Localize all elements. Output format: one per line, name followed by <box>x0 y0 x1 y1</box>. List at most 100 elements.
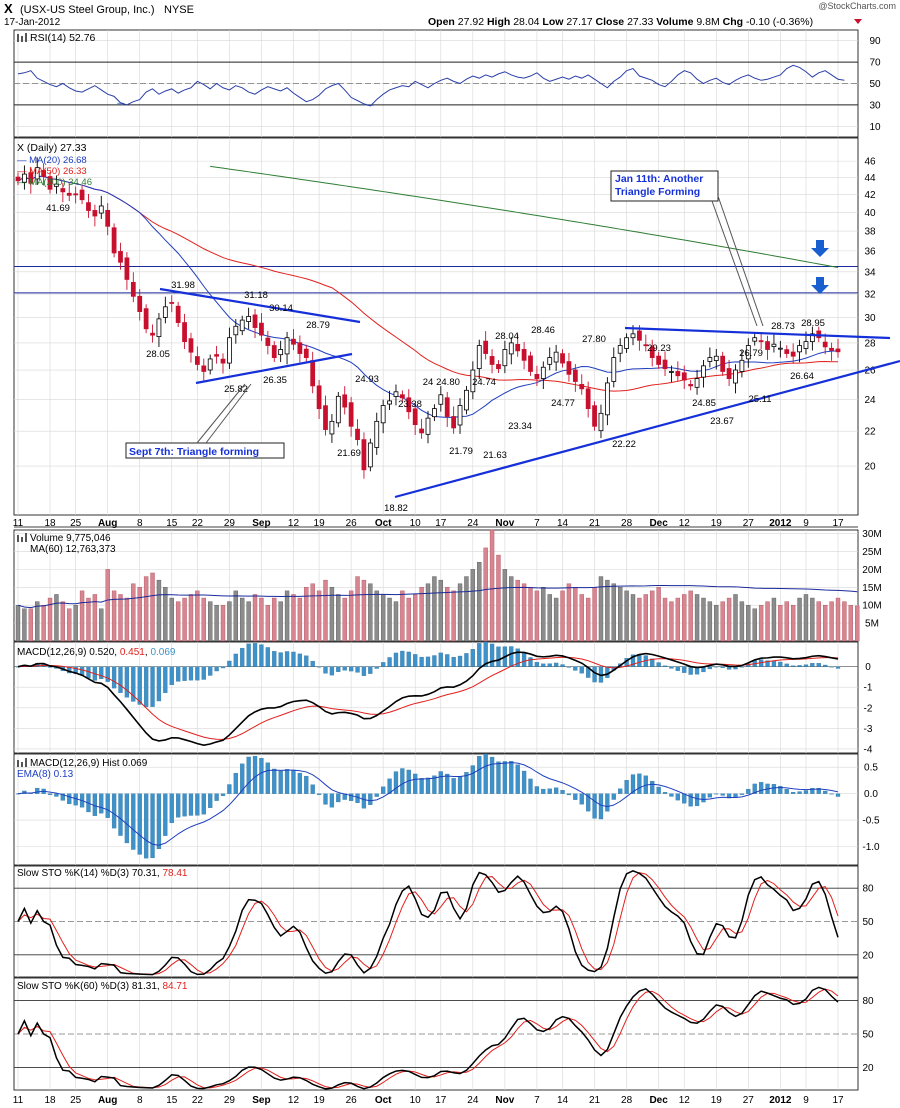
price-annotation: 30.14 <box>269 303 293 314</box>
candle-body <box>637 330 642 341</box>
candle-body <box>105 209 111 227</box>
macd-hist-bar <box>246 643 251 667</box>
price-annotation: 26.79 <box>739 348 763 359</box>
macd-hist-bar <box>579 666 584 674</box>
volume-bar <box>816 601 821 642</box>
hist-bar <box>675 793 680 801</box>
legend-ma50: — MA(50) 26.33 <box>17 166 87 177</box>
candle-body <box>47 176 53 190</box>
volume-bar <box>67 608 72 642</box>
macd-hist-bar <box>111 666 117 689</box>
macd-hist-bar <box>419 656 424 667</box>
macd-hist-bar <box>515 648 520 667</box>
candle-body <box>464 389 469 411</box>
price-annotation: 24.85 <box>692 398 716 409</box>
candle-body <box>803 341 809 349</box>
volume-bar <box>208 601 213 642</box>
macd-signal-line <box>17 656 839 740</box>
macd-hist-bar <box>361 666 367 676</box>
down-arrow-icon <box>811 277 829 294</box>
hist-bar <box>246 756 251 794</box>
y-tick-label: 5M <box>865 619 879 630</box>
sto-d-line <box>17 988 839 1089</box>
macd-hist-bar <box>406 651 411 667</box>
volume-ma-line <box>17 584 858 609</box>
volume-bar <box>227 601 232 642</box>
y-tick-label: 38 <box>864 227 876 238</box>
hist-bar <box>22 790 27 794</box>
macd-line <box>17 651 839 746</box>
ema-label: EMA(8) 0.13 <box>17 769 74 780</box>
hist-bar <box>361 793 367 809</box>
hist-bar <box>156 793 162 850</box>
macd-hist-bar <box>195 666 200 681</box>
candle-body <box>438 394 444 405</box>
hist-bar <box>791 791 796 794</box>
macd-hist-bar <box>714 666 719 668</box>
x-tick-label: 10 <box>410 518 422 529</box>
hist-bar <box>118 793 123 836</box>
candle-body <box>553 351 559 363</box>
volume-bar <box>758 604 764 642</box>
macd-hist-bar <box>528 657 533 667</box>
x-tick-label: 22 <box>192 1095 204 1106</box>
volume-bar <box>220 604 226 642</box>
hist-bar <box>201 793 206 815</box>
y-tick-label: 30 <box>869 100 881 111</box>
callout-jan-11-text: Jan 11th: Another Triangle Forming <box>615 173 703 198</box>
y-tick-label: -4 <box>864 744 873 755</box>
volume-bar <box>419 587 424 642</box>
macd-hist-bar <box>682 666 687 673</box>
macd-panel: 0 -1 -2 -3 -4 <box>14 641 873 755</box>
y-tick-label: 10M <box>862 601 881 612</box>
candle-body <box>739 359 745 372</box>
hist-bar <box>348 793 354 801</box>
volume-legend-icon <box>17 533 27 542</box>
candle-body <box>162 306 168 318</box>
macd-hist-bar <box>342 666 347 671</box>
candle-body <box>406 397 412 413</box>
macd-hist-bar <box>675 666 680 671</box>
hist-bar <box>489 756 495 794</box>
rsi-panel: 10 30 50 70 90 <box>14 36 881 133</box>
volume-bar <box>553 597 559 642</box>
x-tick-label: 17 <box>832 1095 844 1106</box>
volume-bar <box>790 604 796 642</box>
y-tick-label: 30 <box>864 313 876 324</box>
x-tick-label: 28 <box>621 1095 633 1106</box>
candle-body <box>201 365 207 372</box>
ma200-line <box>210 165 839 269</box>
candle-body <box>451 416 457 429</box>
macd-hist-bar <box>220 666 226 669</box>
candle-body <box>169 302 175 304</box>
volume-bar <box>284 590 290 642</box>
volume-bar <box>765 601 770 642</box>
rsi-oversold-shade <box>117 102 374 106</box>
hist-bar <box>592 793 597 819</box>
hist-bar <box>714 793 719 795</box>
candle-body <box>611 357 617 382</box>
x-tick-label: 26 <box>346 518 358 529</box>
volume-bar <box>489 529 495 642</box>
volume-bar <box>470 569 476 642</box>
candle-body <box>310 360 316 387</box>
candle-body <box>585 388 591 410</box>
price-annotation: 25.82 <box>224 384 248 395</box>
volume-bar <box>111 590 117 642</box>
macd-hist-bar <box>413 654 418 667</box>
hist-bar <box>227 784 232 794</box>
rsi-label: RSI(14) 52.76 <box>30 32 96 44</box>
hist-bar <box>233 773 238 794</box>
hist-bar <box>701 793 706 803</box>
candle-body <box>291 338 296 345</box>
candle-body <box>329 420 335 435</box>
hist-bar <box>682 793 687 804</box>
candle-body <box>361 439 367 471</box>
macd-hist-bar <box>323 666 328 674</box>
x-tick-label: Oct <box>375 518 392 529</box>
macd-hist-bar <box>720 666 725 668</box>
y-tick-label: -2 <box>864 703 873 714</box>
hist-bar <box>810 787 815 794</box>
y-tick-label: 80 <box>862 996 874 1007</box>
hist-bar <box>182 793 187 817</box>
